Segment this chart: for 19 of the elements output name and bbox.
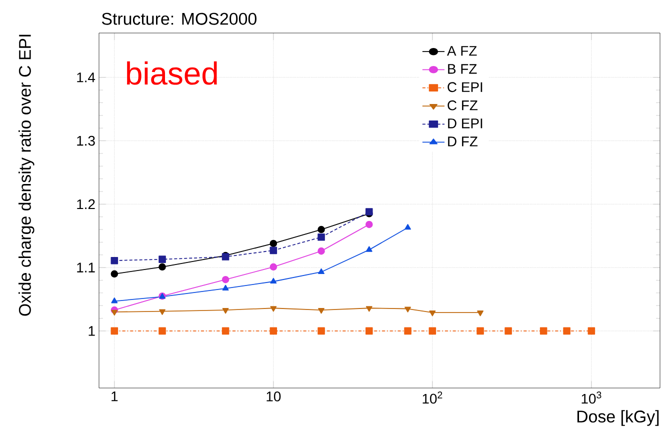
y-tick-label: 1.3: [77, 136, 95, 146]
y-tick-label: 1.4: [77, 72, 96, 82]
legend-label: D EPI: [448, 118, 482, 128]
y-axis-title: Oxide charge density ratio over C EPI: [18, 34, 34, 316]
chart-title: Structure: MOS2000: [102, 12, 256, 25]
legend-label: B FZ: [448, 64, 477, 74]
legend-label: C EPI: [448, 82, 482, 92]
legend-label: A FZ: [447, 46, 477, 56]
legend-label: C FZ: [448, 100, 478, 110]
y-tick-label: 1.2: [77, 199, 95, 210]
y-tick-label: 1.1: [77, 262, 95, 272]
legend-label: D FZ: [448, 136, 478, 146]
annotation: biased: [127, 61, 217, 85]
y-tick-label: 1: [88, 326, 95, 336]
x-tick-label: 10$^{2}$: [422, 392, 442, 404]
x-tick-label: 1: [112, 392, 118, 402]
x-tick-label: 10: [266, 392, 281, 402]
x-tick-label: 10$^{3}$: [582, 392, 602, 404]
x-axis-title: Dose [kGy]: [577, 410, 659, 426]
